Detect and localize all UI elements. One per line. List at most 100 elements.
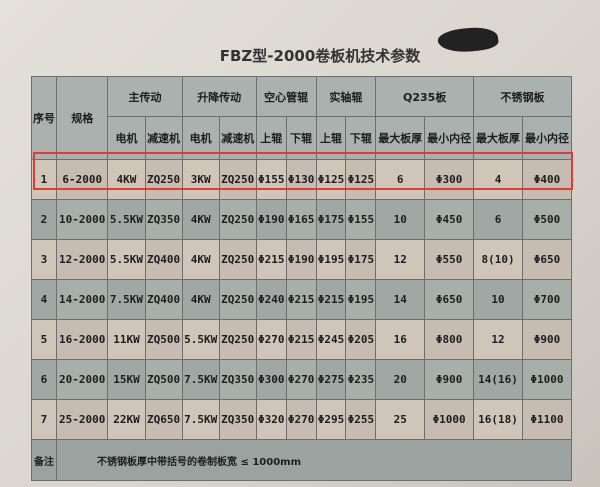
table-row: 4 14-2000 7.5KW ZQ400 4KW ZQ250 Φ240 Φ215 Φ215 Φ1… bbox=[31, 279, 573, 320]
header-sub: 下辊 bbox=[345, 116, 377, 160]
note-label: 备注 bbox=[31, 439, 57, 481]
header-group: 实轴辊 bbox=[315, 76, 377, 117]
table-cell: 14-2000 bbox=[55, 279, 109, 320]
header-sub: 减速机 bbox=[144, 116, 183, 160]
table-cell: Φ245 bbox=[315, 319, 347, 360]
table-cell: 4 bbox=[31, 279, 57, 320]
header-group: 升降传动 bbox=[181, 76, 257, 117]
table-cell: Φ275 bbox=[315, 359, 347, 400]
header-group: 空心管辊 bbox=[255, 76, 317, 117]
table-cell: 4KW bbox=[181, 279, 220, 320]
header-group: 不锈钢板 bbox=[473, 76, 572, 117]
table-cell: Φ235 bbox=[345, 359, 377, 400]
table-cell: Φ195 bbox=[345, 279, 377, 320]
table-cell: Φ165 bbox=[285, 199, 317, 240]
table-cell: 5.5KW bbox=[107, 199, 146, 240]
table-cell: 16-2000 bbox=[55, 319, 109, 360]
table-cell: 4KW bbox=[107, 159, 146, 200]
table-cell: ZQ250 bbox=[218, 239, 257, 280]
table-cell: Φ550 bbox=[424, 239, 475, 280]
table-cell: 5.5KW bbox=[181, 319, 220, 360]
table-cell: Φ270 bbox=[255, 319, 287, 360]
table-cell: 5 bbox=[31, 319, 57, 360]
table-cell: 4KW bbox=[181, 199, 220, 240]
table-cell: ZQ350 bbox=[144, 199, 183, 240]
table-cell: Φ175 bbox=[315, 199, 347, 240]
header-no: 序号 bbox=[31, 76, 57, 160]
table-cell: ZQ500 bbox=[144, 319, 183, 360]
table-cell: Φ1000 bbox=[424, 399, 475, 440]
table-cell: Φ130 bbox=[285, 159, 317, 200]
table-cell: 2 bbox=[31, 199, 57, 240]
table-cell: ZQ350 bbox=[218, 359, 257, 400]
table-cell: 10 bbox=[375, 199, 426, 240]
table-cell: 12 bbox=[375, 239, 426, 280]
table-cell: Φ450 bbox=[424, 199, 475, 240]
table-cell: 22KW bbox=[107, 399, 146, 440]
table-cell: ZQ250 bbox=[218, 279, 257, 320]
table-cell: 7.5KW bbox=[107, 279, 146, 320]
header-row-groups: 序号 规格 主传动 升降传动 空心管辊 实轴辊 Q235板 不锈钢板 bbox=[31, 76, 572, 160]
table-cell: Φ255 bbox=[345, 399, 377, 440]
spec-table: 序号 规格 主传动 升降传动 空心管辊 实轴辊 Q235板 不锈钢板 电机 减速机… bbox=[31, 76, 573, 481]
table-cell: 4 bbox=[473, 159, 523, 200]
document-title: FBZ型-2000卷板机技术参数 bbox=[219, 47, 421, 65]
table-cell: 7.5KW bbox=[181, 399, 220, 440]
table-cell: 3 bbox=[31, 239, 57, 280]
table-cell: Φ320 bbox=[255, 399, 287, 440]
table-cell: Φ215 bbox=[285, 279, 317, 320]
table-cell: Φ650 bbox=[424, 279, 475, 320]
table-cell: 7.5KW bbox=[181, 359, 220, 400]
table-cell: Φ190 bbox=[255, 199, 287, 240]
table-cell: ZQ250 bbox=[144, 159, 183, 200]
table-cell: Φ175 bbox=[345, 239, 377, 280]
table-cell: 25 bbox=[375, 399, 426, 440]
table-cell: Φ700 bbox=[521, 279, 573, 320]
table-cell: 3KW bbox=[181, 159, 220, 200]
table-cell: Φ270 bbox=[285, 399, 317, 440]
header-sub: 下辊 bbox=[285, 116, 317, 160]
table-cell: Φ215 bbox=[285, 319, 317, 360]
table-cell: Φ400 bbox=[521, 159, 573, 200]
table-cell: 7 bbox=[31, 399, 57, 440]
note-text: 不锈钢板厚中带括号的卷制板宽 ≤ 1000mm bbox=[55, 439, 573, 481]
table-cell: ZQ350 bbox=[218, 399, 257, 440]
header-sub: 电机 bbox=[181, 116, 220, 160]
table-cell: 8(10) bbox=[473, 239, 523, 280]
header-sub: 电机 bbox=[107, 116, 146, 160]
table-cell: Φ1000 bbox=[521, 359, 573, 400]
table-cell: Φ900 bbox=[424, 359, 475, 400]
table-cell: 15KW bbox=[107, 359, 146, 400]
header-sub: 减速机 bbox=[218, 116, 257, 160]
header-row-sub: 电机 减速机 电机 减速机 上辊 下辊 上辊 下辊 最大板厚 最小内径 最大板厚 最小内径 bbox=[32, 116, 573, 160]
table-row: 2 10-2000 5.5KW ZQ350 4KW ZQ250 Φ190 Φ165 Φ175 Φ1… bbox=[31, 199, 573, 240]
table-cell: Φ190 bbox=[285, 239, 317, 280]
table-cell: 6 bbox=[31, 359, 57, 400]
table-cell: Φ270 bbox=[285, 359, 317, 400]
table-cell: 1 bbox=[31, 159, 57, 200]
table-cell: Φ500 bbox=[521, 199, 573, 240]
table-cell: Φ240 bbox=[255, 279, 287, 320]
table-cell: 11KW bbox=[107, 319, 146, 360]
table-row: 5 16-2000 11KW ZQ500 5.5KW ZQ250 Φ270 Φ215 Φ245 Φ… bbox=[31, 319, 573, 360]
table-cell: Φ215 bbox=[315, 279, 347, 320]
table-cell: ZQ400 bbox=[144, 279, 183, 320]
table-cell: Φ650 bbox=[521, 239, 573, 280]
table-cell: 14 bbox=[375, 279, 426, 320]
table-cell: 25-2000 bbox=[55, 399, 109, 440]
header-spec: 规格 bbox=[55, 76, 109, 160]
table-cell: 16(18) bbox=[473, 399, 523, 440]
table-cell: Φ1100 bbox=[521, 399, 573, 440]
table-cell: Φ155 bbox=[345, 199, 377, 240]
table-cell: Φ300 bbox=[255, 359, 287, 400]
table-cell: 10-2000 bbox=[55, 199, 109, 240]
table-cell: ZQ650 bbox=[144, 399, 183, 440]
table-cell: 20-2000 bbox=[55, 359, 109, 400]
table-cell: 5.5KW bbox=[107, 239, 146, 280]
table-cell: Φ295 bbox=[315, 399, 347, 440]
table-cell: 16 bbox=[375, 319, 426, 360]
table-row: 6 20-2000 15KW ZQ500 7.5KW ZQ350 Φ300 Φ270 Φ275 Φ… bbox=[31, 359, 573, 400]
table-cell: ZQ500 bbox=[144, 359, 183, 400]
table-cell: Φ205 bbox=[345, 319, 377, 360]
header-sub: 上辊 bbox=[315, 116, 347, 160]
